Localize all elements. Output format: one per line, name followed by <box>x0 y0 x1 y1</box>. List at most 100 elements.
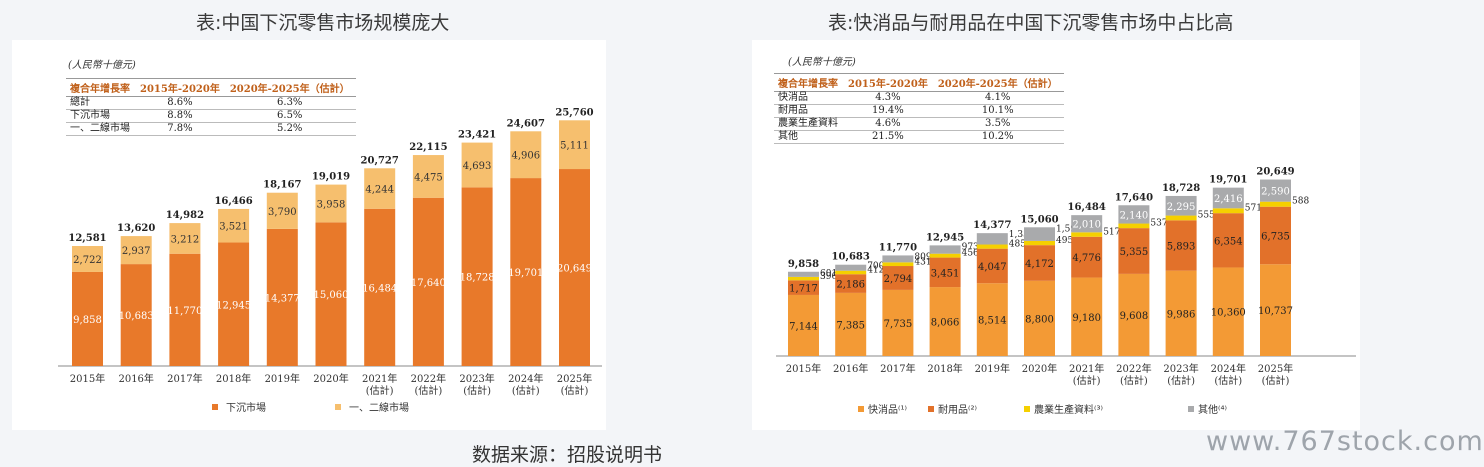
bar-segment <box>835 292 867 356</box>
table-row: 其他 21.5% 10.2% <box>774 130 1064 144</box>
x-tick-label: (估計) <box>1262 374 1290 387</box>
x-tick-label: 2021年 <box>1069 362 1104 375</box>
table-cell: 10.1% <box>933 104 1064 118</box>
x-tick-label: (估計) <box>414 384 442 397</box>
left-table-header: 複合年增長率 <box>66 78 136 97</box>
bar-value-label: 20,649 <box>557 264 592 275</box>
bar-total-label: 22,115 <box>409 142 447 153</box>
table-cell: 6.5% <box>225 109 356 123</box>
bar-value-label: 3,451 <box>931 268 960 279</box>
bar-value-label: 537 <box>1150 219 1167 229</box>
bar-segment <box>835 274 867 293</box>
table-cell: 一、二線市場 <box>66 122 136 136</box>
legend-swatch <box>335 404 341 410</box>
bar-value-label: 8,066 <box>931 318 960 329</box>
bar-value-label: 12,945 <box>216 300 251 311</box>
bar-segment <box>72 246 103 272</box>
table-cell: 快消品 <box>774 91 844 105</box>
table-cell: 總計 <box>66 96 136 110</box>
x-tick-label: 2025年 <box>1258 362 1293 375</box>
left-chart-title: 表:中国下沉零售市场规模庞大 <box>196 12 450 34</box>
bar-value-label: 4,776 <box>1072 253 1101 264</box>
x-tick-label: 2019年 <box>975 362 1010 375</box>
bar-value-label: 3,790 <box>268 207 297 218</box>
bar-value-label: 495 <box>1056 236 1073 246</box>
bar-segment <box>1118 223 1150 229</box>
bar-value-label: 15,060 <box>314 290 349 301</box>
table-row: 農業生產資料 4.6% 3.5% <box>774 117 1064 131</box>
bar-segment <box>1118 205 1150 224</box>
bar-value-label: 1,717 <box>789 284 818 295</box>
right-table-header: 2015年-2020年 <box>844 73 934 92</box>
bar-value-label: 19,701 <box>508 268 543 279</box>
legend-swatch <box>1188 406 1194 412</box>
table-cell: 8.8% <box>136 109 226 123</box>
bar-total-label: 25,760 <box>555 107 593 118</box>
bar-segment <box>559 120 590 170</box>
bar-segment <box>266 192 298 229</box>
x-tick-label: 2023年 <box>459 372 494 385</box>
bar-total-label: 12,581 <box>68 233 106 244</box>
table-row: 總計 8.6% 6.3% <box>66 96 356 110</box>
table-cell: 4.6% <box>844 117 934 131</box>
table-cell: 其他 <box>774 130 844 144</box>
bar-value-label: 7,385 <box>836 320 865 331</box>
bar-total-label: 20,727 <box>361 155 399 166</box>
bar-value-label: 18,728 <box>460 273 495 284</box>
bar-value-label: 7,144 <box>789 321 818 332</box>
x-tick-label: 2017年 <box>167 372 202 385</box>
legend-label: 下沉市場 <box>226 401 266 414</box>
bar-segment <box>929 245 961 254</box>
x-tick-label: (估計) <box>1214 374 1242 387</box>
bar-value-label: 4,906 <box>511 151 540 162</box>
table-cell: 19.4% <box>844 104 934 118</box>
data-source-note: 数据来源：招股说明书 <box>472 444 663 466</box>
table-cell: 10.2% <box>933 130 1064 144</box>
bar-value-label: 412 <box>867 266 884 276</box>
bar-value-label: 3,958 <box>317 199 346 210</box>
x-tick-label: (估計) <box>512 384 540 397</box>
bar-value-label: 588 <box>1292 197 1309 207</box>
bar-segment <box>1260 201 1291 207</box>
bar-segment <box>1071 236 1103 278</box>
legend-label: 一、二線市場 <box>349 401 409 414</box>
bar-value-label: 2,937 <box>122 246 151 257</box>
left-chart-panel: (人民幣十億元) 複合年增長率 2015年-2020年 2020年-2025年（… <box>12 40 606 430</box>
table-cell: 21.5% <box>844 130 934 144</box>
x-tick-label: 2015年 <box>786 362 821 375</box>
left-table-header: 2015年-2020年 <box>136 78 226 97</box>
table-cell: 5.2% <box>225 122 356 136</box>
bar-value-label: 3,521 <box>219 222 248 233</box>
bar-value-label: 6,354 <box>1214 236 1243 247</box>
legend-swatch <box>858 406 864 412</box>
bar-segment <box>882 289 914 356</box>
bar-value-label: 555 <box>1198 211 1215 221</box>
right-chart-panel: (人民幣十億元) 複合年增長率 2015年-2020年 2020年-2025年（… <box>752 40 1360 430</box>
right-chart-title: 表:快消品与耐用品在中国下沉零售市场中占比高 <box>828 12 1234 34</box>
bar-value-label: 1,330 <box>1009 230 1035 240</box>
right-cagr-table: 複合年增長率 2015年-2020年 2020年-2025年（估計） 快消品 4… <box>774 73 1064 144</box>
bar-value-label: 10,360 <box>1211 308 1246 319</box>
bar-segment <box>120 236 152 265</box>
bar-segment <box>461 142 493 188</box>
bar-total-label: 23,421 <box>458 130 496 141</box>
bar-value-label: 973 <box>962 242 979 252</box>
bar-value-label: 11,770 <box>167 306 202 317</box>
bar-segment <box>1165 195 1197 216</box>
bar-segment <box>1260 264 1291 356</box>
bar-value-label: 7,735 <box>884 319 913 330</box>
bar-value-label: 4,475 <box>414 172 443 183</box>
bar-total-label: 20,649 <box>1256 167 1294 178</box>
bar-segment <box>1024 227 1055 241</box>
x-tick-label: 2021年 <box>362 372 397 385</box>
bar-value-label: 8,800 <box>1025 314 1054 325</box>
legend-label: 快消品⁽¹⁾ <box>868 403 907 416</box>
bar-total-label: 18,728 <box>1162 183 1200 194</box>
bar-value-label: 2,722 <box>73 255 102 266</box>
bar-segment <box>412 155 444 198</box>
bar-segment <box>835 264 867 271</box>
bar-segment <box>1212 187 1244 209</box>
bar-total-label: 18,167 <box>263 180 301 191</box>
bar-segment <box>882 262 914 267</box>
bar-segment <box>1071 232 1103 237</box>
